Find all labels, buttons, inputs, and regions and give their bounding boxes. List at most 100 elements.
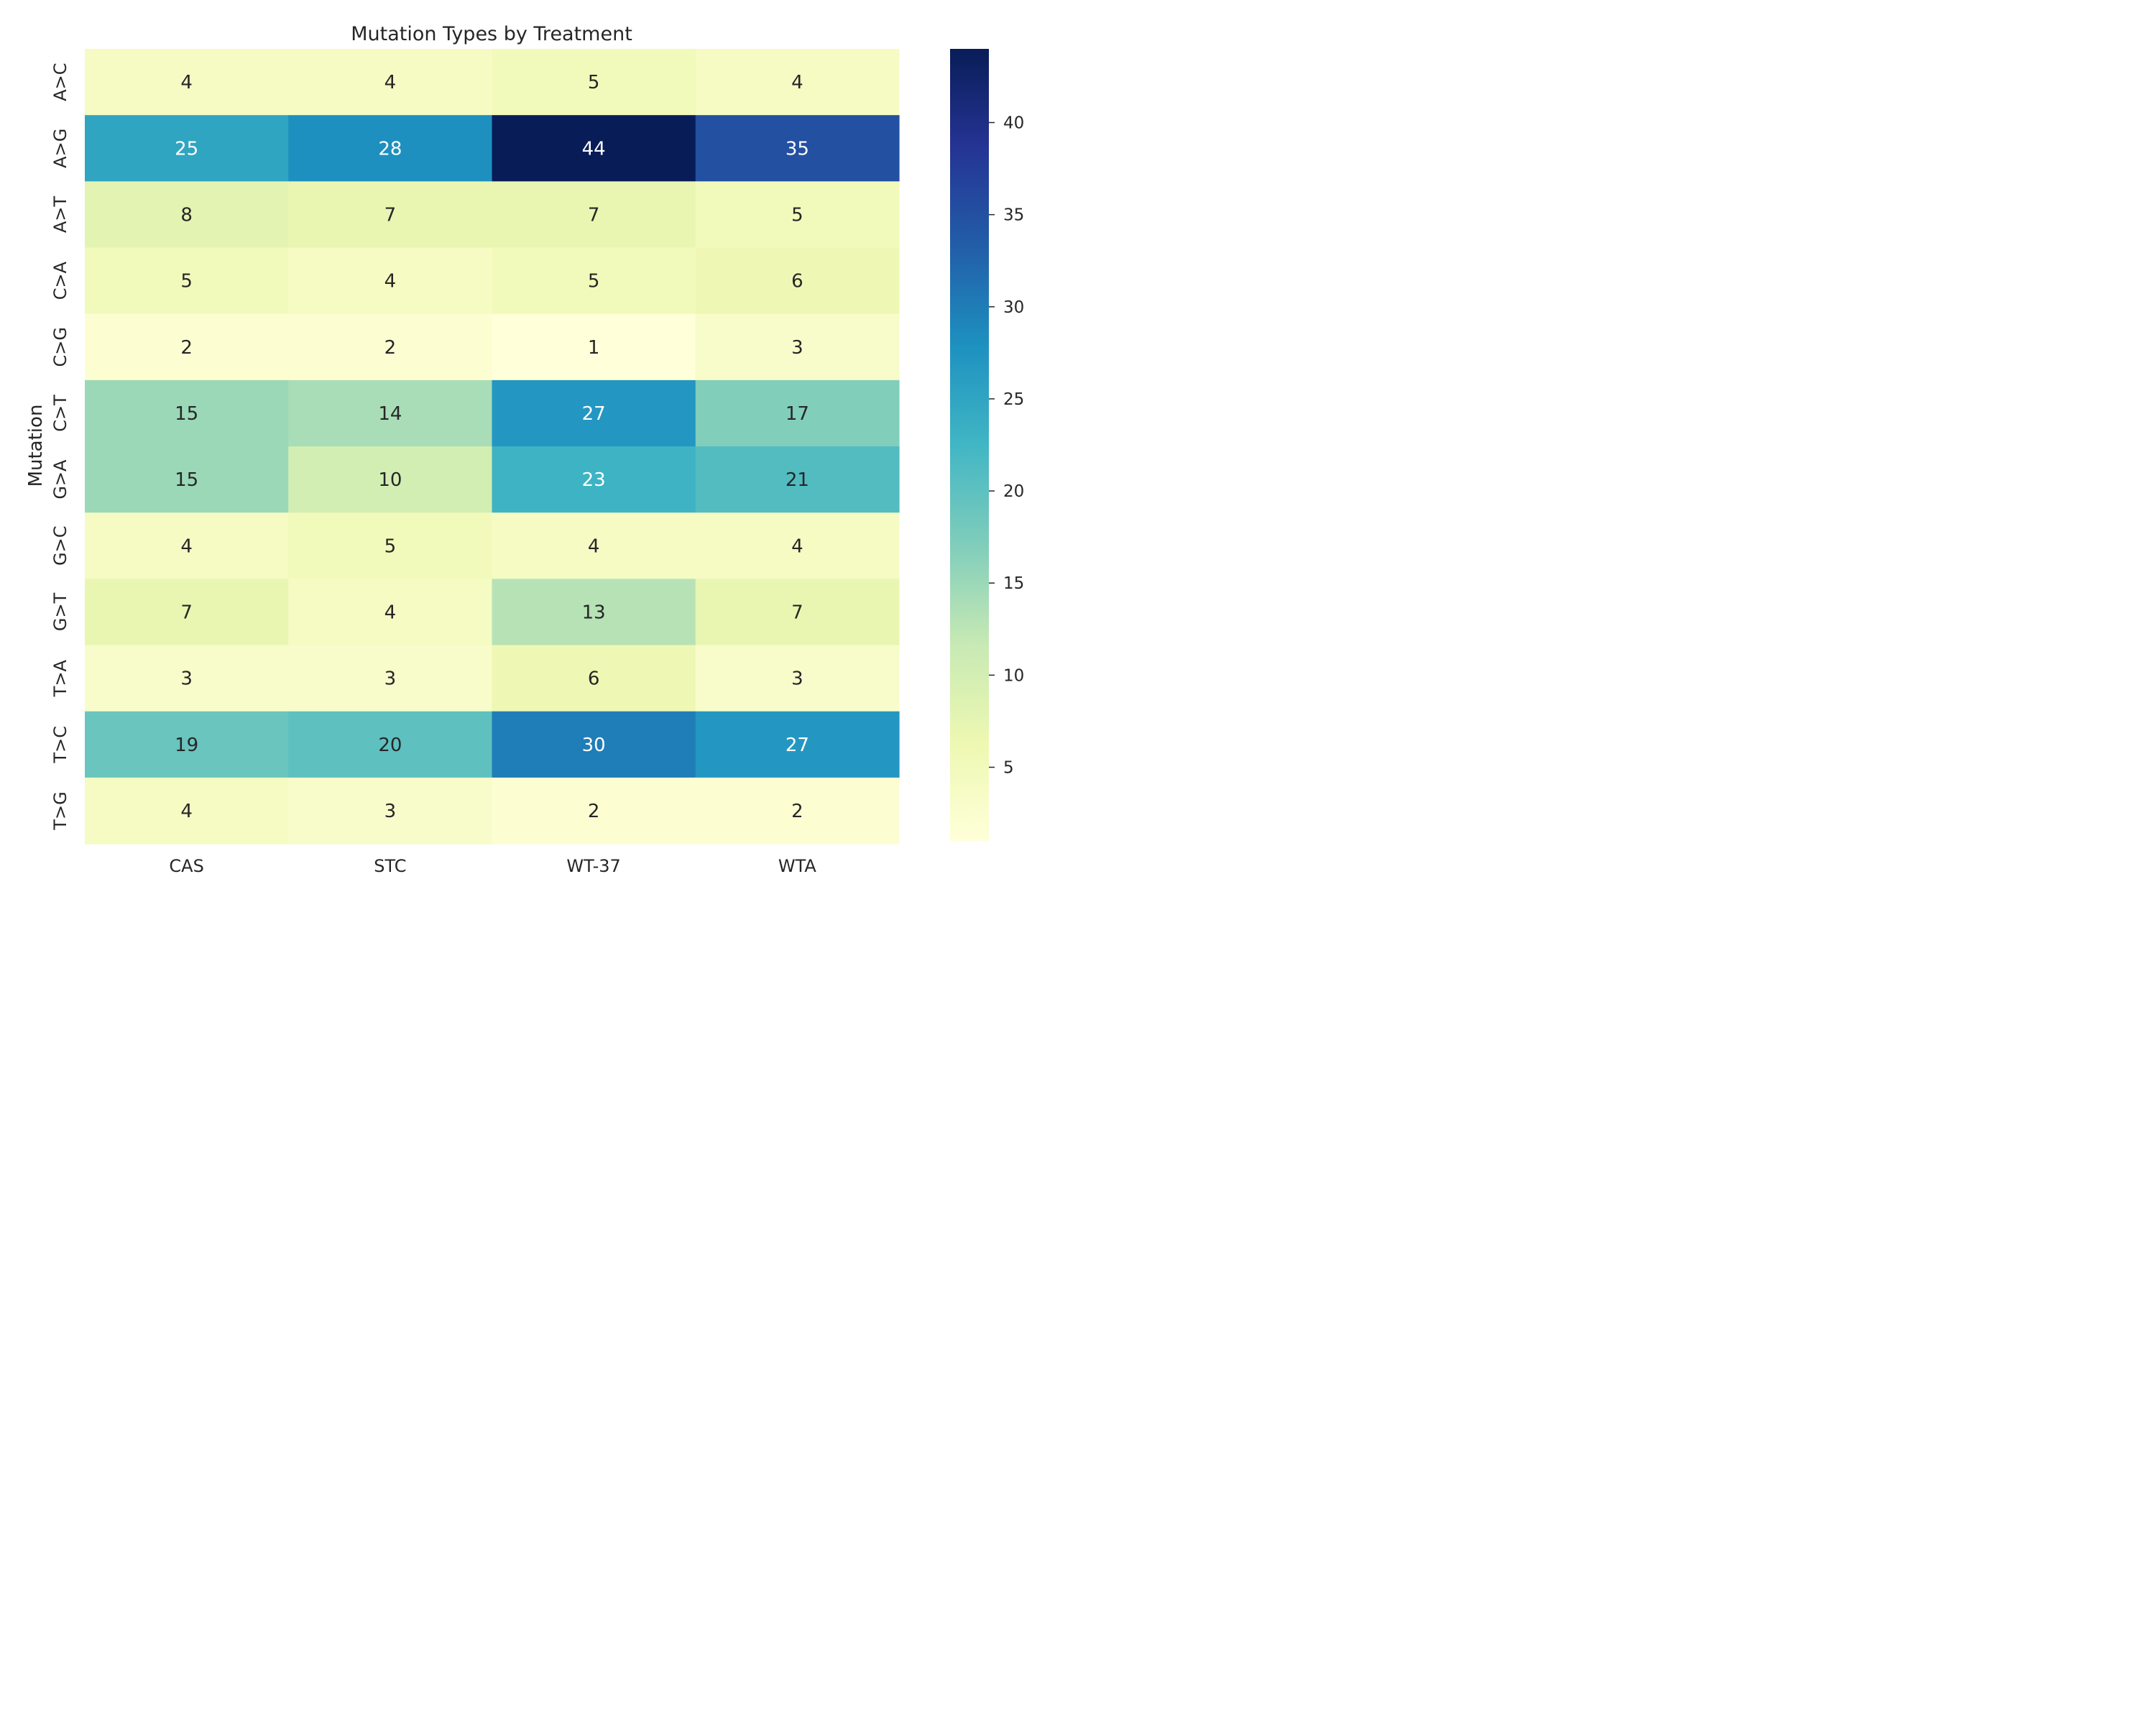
y-tick-label: G>T: [50, 592, 70, 631]
cell-value-label: 2: [180, 337, 193, 359]
cell-value-label: 4: [384, 72, 397, 93]
cell-value-label: 5: [588, 271, 600, 293]
cell-value-label: 4: [384, 602, 397, 623]
x-axis-tick-labels: CAS STC WT-37 WTA: [169, 856, 816, 876]
y-tick-label: G>A: [50, 459, 70, 500]
colorbar-tick-label: 10: [1003, 666, 1024, 685]
heatmap-cell: [288, 711, 493, 778]
cell-value-label: 2: [588, 801, 600, 822]
cell-value-label: 3: [791, 337, 803, 359]
cell-value-label: 7: [384, 204, 397, 226]
heatmap-cell: [85, 380, 289, 447]
cell-value-label: 7: [791, 602, 803, 623]
heatmap-chart: Mutation Types by Treatment 4 4 5 425 28 44 35…: [25, 23, 1024, 876]
heatmap-cell: [85, 512, 289, 579]
heatmap-cell: [695, 446, 900, 513]
heatmap-cell: [492, 181, 696, 249]
heatmap-cell: [85, 49, 289, 116]
heatmap-cell: [492, 777, 696, 845]
y-tick-label: C>T: [50, 395, 70, 432]
cell-value-label: 5: [180, 271, 193, 293]
x-tick-label: WT-37: [566, 856, 620, 876]
heatmap-cell: [288, 181, 493, 249]
cell-value-label: 4: [180, 72, 193, 93]
colorbar-tick-label: 25: [1003, 390, 1024, 409]
x-tick-label: STC: [374, 856, 406, 876]
x-tick-label: CAS: [169, 856, 203, 876]
cell-value-label: 6: [791, 271, 803, 293]
heatmap-cell: [288, 247, 493, 315]
cell-value-label: 5: [588, 72, 600, 93]
heatmap-cell: [288, 313, 493, 381]
cell-value-label: 2: [384, 337, 397, 359]
x-tick-label: WTA: [778, 856, 817, 876]
heatmap-cell: [492, 512, 696, 579]
cell-value-label: 4: [791, 535, 803, 557]
cell-value-label: 35: [786, 138, 809, 160]
heatmap-cell: [85, 247, 289, 315]
heatmap-cell: [695, 247, 900, 315]
heatmap-cells: [85, 49, 900, 845]
heatmap-cell: [492, 645, 696, 712]
cell-value-label: 4: [384, 271, 397, 293]
cell-value-label: 10: [378, 469, 402, 491]
heatmap-cell: [492, 446, 696, 513]
heatmap-cell: [695, 115, 900, 182]
y-tick-label: A>G: [50, 129, 70, 168]
cell-value-label: 14: [378, 403, 402, 425]
colorbar-tick-label: 5: [1003, 758, 1014, 777]
cell-value-label: 3: [384, 668, 397, 690]
colorbar-tick-label: 15: [1003, 574, 1024, 593]
cell-value-label: 15: [175, 469, 198, 491]
heatmap-cell: [492, 49, 696, 116]
heatmap-cell: [85, 115, 289, 182]
heatmap-cell: [288, 49, 493, 116]
heatmap-cell: [695, 711, 900, 778]
heatmap-cell: [695, 181, 900, 249]
cell-value-label: 19: [175, 735, 198, 756]
heatmap-cell: [492, 711, 696, 778]
cell-value-label: 2: [791, 801, 803, 822]
y-tick-label: A>T: [50, 196, 70, 233]
cell-value-label: 27: [582, 403, 606, 425]
heatmap-cell: [288, 115, 493, 182]
colorbar: [950, 49, 989, 841]
heatmap-cell: [492, 380, 696, 447]
heatmap-cell: [288, 645, 493, 712]
heatmap-cell: [85, 579, 289, 646]
y-tick-label: A>C: [50, 63, 70, 101]
heatmap-cell: [492, 247, 696, 315]
colorbar-tick-label: 20: [1003, 482, 1024, 501]
cell-value-label: 23: [582, 469, 606, 491]
cell-value-label: 17: [786, 403, 809, 425]
heatmap-cell: [695, 49, 900, 116]
cell-value-label: 21: [786, 469, 809, 491]
heatmap-cell: [288, 579, 493, 646]
heatmap-cell: [695, 579, 900, 646]
heatmap-cell: [85, 181, 289, 249]
cell-value-label: 7: [180, 602, 193, 623]
heatmap-cell: [695, 512, 900, 579]
heatmap-cell: [85, 711, 289, 778]
cell-value-label: 25: [175, 138, 198, 160]
heatmap-cell: [85, 645, 289, 712]
colorbar-tick-label: 40: [1003, 114, 1024, 133]
heatmap-cell: [492, 313, 696, 381]
y-axis-tick-labels: A>C A>G A>T C>A C>G C>T G>A G>C G>T T>A T>C T>G: [50, 63, 70, 830]
cell-value-label: 4: [791, 72, 803, 93]
y-tick-label: T>C: [50, 726, 70, 764]
heatmap-cell: [492, 115, 696, 182]
cell-value-label: 3: [384, 801, 397, 822]
cell-value-label: 4: [180, 801, 193, 822]
colorbar-ticks: 5 10 15 20 25 30 35 40: [989, 114, 1024, 777]
colorbar-tick-label: 35: [1003, 206, 1024, 225]
heatmap-cell: [85, 313, 289, 381]
y-tick-label: G>C: [50, 526, 70, 566]
cell-value-label: 5: [384, 535, 397, 557]
cell-value-label: 4: [588, 535, 600, 557]
heatmap-cell: [288, 512, 493, 579]
cell-value-label: 1: [588, 337, 600, 359]
heatmap-cell: [695, 313, 900, 381]
cell-value-label: 44: [582, 138, 606, 160]
y-axis-label: Mutation: [25, 405, 47, 487]
